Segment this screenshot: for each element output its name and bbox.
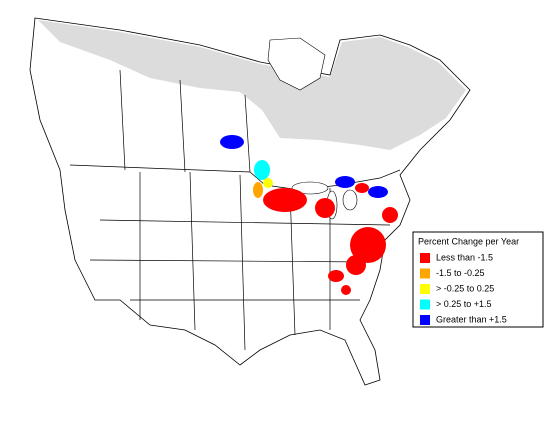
legend-label: Less than -1.5: [436, 252, 493, 262]
trend-region: [346, 255, 366, 275]
legend-title: Percent Change per Year: [418, 236, 519, 246]
legend-swatch: [420, 253, 430, 263]
trend-region: [253, 182, 263, 198]
legend-swatch: [420, 284, 430, 294]
unsurveyed-region: [38, 20, 466, 150]
legend-box: [412, 231, 544, 328]
trend-region: [263, 188, 307, 212]
trend-region: [254, 160, 270, 180]
legend-entries: Less than -1.5 -1.5 to -0.25 > -0.25 to 0.…: [420, 252, 507, 325]
trend-region: [315, 198, 335, 218]
trend-region: [350, 227, 386, 263]
trend-region: [335, 176, 355, 188]
legend-swatch: [420, 299, 430, 310]
trend-region: [355, 183, 369, 193]
legend-swatch: [420, 268, 430, 279]
trend-region: [220, 135, 244, 149]
great-lake: [291, 181, 329, 195]
trend-region: [328, 270, 344, 282]
trend-regions: [220, 135, 398, 295]
legend-label: -1.5 to -0.25: [436, 268, 485, 278]
trend-region: [263, 178, 273, 188]
legend-label: > -0.25 to 0.25: [436, 283, 494, 293]
hudson-bay: [267, 37, 326, 91]
great-lake: [342, 189, 358, 211]
trend-region: [382, 207, 398, 223]
legend-swatch: [420, 315, 430, 325]
legend: Percent Change per Year Less than -1.5 -1…: [412, 231, 544, 328]
legend-label: Greater than +1.5: [436, 314, 507, 324]
base-map: [29, 17, 471, 386]
trend-region: [341, 285, 351, 295]
legend-label: > 0.25 to +1.5: [436, 299, 492, 309]
trend-region: [368, 186, 388, 198]
